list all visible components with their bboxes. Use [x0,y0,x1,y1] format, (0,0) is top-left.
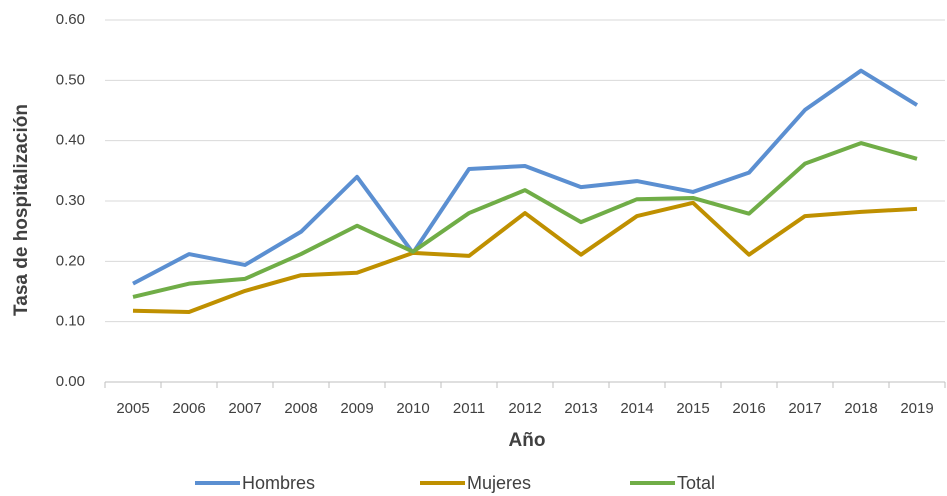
x-tick-label: 2013 [564,400,597,417]
x-tick-label: 2015 [676,400,709,417]
x-tick-label: 2008 [284,400,317,417]
y-tick-label: 0.10 [56,313,85,330]
x-tick-label: 2012 [508,400,541,417]
legend-label: Total [677,473,715,493]
x-axis-title: Año [509,430,546,451]
y-tick-label: 0.20 [56,252,85,269]
x-tick-label: 2006 [172,400,205,417]
y-tick-label: 0.30 [56,192,85,209]
x-tick-label: 2014 [620,400,653,417]
x-tick-label: 2010 [396,400,429,417]
x-tick-label: 2009 [340,400,373,417]
x-tick-label: 2011 [453,400,485,417]
legend-label: Hombres [242,473,315,493]
x-tick-label: 2017 [788,400,821,417]
x-tick-label: 2018 [844,400,877,417]
x-tick-label: 2007 [228,400,261,417]
y-tick-label: 0.00 [56,373,85,390]
y-axis-title: Tasa de hospitalización [11,104,32,316]
x-tick-label: 2005 [116,400,149,417]
x-tick-label: 2016 [732,400,765,417]
y-tick-label: 0.60 [56,11,85,28]
y-tick-label: 0.50 [56,71,85,88]
series-line [132,200,918,315]
series-line [132,141,918,299]
y-tick-label: 0.40 [56,132,85,149]
legend-label: Mujeres [467,473,531,493]
series-line [132,68,919,286]
x-tick-label: 2019 [900,400,933,417]
